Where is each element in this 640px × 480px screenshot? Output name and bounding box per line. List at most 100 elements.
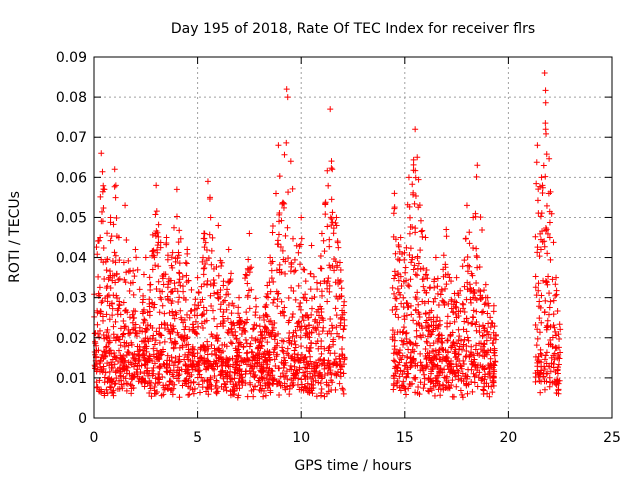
- data-point: [452, 346, 459, 353]
- data-point: [556, 336, 563, 343]
- data-point: [176, 394, 183, 401]
- data-point: [306, 348, 313, 355]
- data-point: [123, 352, 130, 359]
- data-point: [160, 382, 167, 389]
- data-point: [103, 386, 110, 393]
- data-point: [546, 304, 553, 311]
- data-point: [108, 376, 115, 383]
- data-point: [479, 375, 486, 382]
- data-point: [324, 298, 331, 305]
- data-point: [337, 320, 344, 327]
- data-point: [155, 278, 162, 285]
- data-point: [554, 307, 561, 314]
- data-point: [131, 314, 138, 321]
- data-point: [161, 338, 168, 345]
- data-point: [397, 355, 404, 362]
- data-point: [470, 214, 477, 221]
- data-point: [97, 358, 104, 365]
- data-point: [557, 326, 564, 333]
- data-point: [111, 350, 118, 357]
- data-point: [415, 260, 422, 267]
- data-point: [544, 323, 551, 330]
- data-point: [331, 350, 338, 357]
- data-point: [426, 323, 433, 330]
- data-point: [213, 352, 220, 359]
- data-point: [541, 309, 548, 316]
- data-point: [127, 381, 134, 388]
- data-point: [538, 292, 545, 299]
- data-point: [173, 213, 180, 220]
- data-point: [389, 306, 396, 313]
- data-point: [159, 348, 166, 355]
- data-point: [160, 391, 167, 398]
- data-point: [417, 359, 424, 366]
- data-point: [123, 340, 130, 347]
- data-point: [134, 366, 141, 373]
- data-point: [551, 324, 558, 331]
- data-point: [290, 287, 297, 294]
- data-point: [453, 274, 460, 281]
- data-point: [394, 285, 401, 292]
- data-point: [128, 372, 135, 379]
- data-point: [296, 364, 303, 371]
- data-point: [230, 332, 237, 339]
- data-point: [486, 370, 493, 377]
- data-point: [326, 288, 333, 295]
- data-point: [106, 316, 113, 323]
- data-point: [154, 242, 161, 249]
- data-point: [107, 268, 114, 275]
- data-point: [178, 316, 185, 323]
- data-point: [538, 351, 545, 358]
- data-point: [109, 300, 116, 307]
- data-point: [552, 281, 559, 288]
- data-point: [125, 359, 132, 366]
- data-point: [105, 276, 112, 283]
- data-point: [225, 326, 232, 333]
- data-point: [325, 345, 332, 352]
- data-point: [442, 285, 449, 292]
- data-point: [153, 355, 160, 362]
- data-point: [104, 298, 111, 305]
- data-point: [396, 248, 403, 255]
- data-point: [305, 389, 312, 396]
- data-point: [277, 373, 284, 380]
- data-point: [409, 223, 416, 230]
- data-point: [281, 354, 287, 361]
- data-point: [102, 295, 109, 302]
- data-point: [219, 368, 226, 375]
- data-point: [224, 286, 231, 293]
- data-point: [333, 312, 340, 319]
- data-point: [444, 385, 451, 392]
- data-point: [539, 184, 546, 191]
- data-point: [412, 294, 419, 301]
- data-point: [111, 353, 118, 360]
- data-point: [149, 266, 156, 273]
- data-point: [213, 332, 220, 339]
- data-point: [105, 292, 112, 299]
- data-point: [408, 256, 415, 263]
- data-point: [154, 249, 161, 256]
- data-point: [437, 291, 444, 298]
- data-point: [223, 387, 230, 394]
- data-point: [295, 375, 302, 382]
- data-point: [111, 249, 118, 256]
- data-point: [425, 298, 432, 305]
- data-point: [471, 373, 478, 380]
- data-point: [175, 299, 182, 306]
- data-point: [460, 301, 467, 308]
- data-point: [283, 368, 290, 375]
- data-point: [93, 384, 100, 391]
- data-point: [123, 236, 130, 243]
- data-point: [536, 253, 543, 260]
- data-point: [245, 357, 252, 364]
- data-point: [481, 366, 488, 373]
- y-tick-label: 0.03: [56, 291, 87, 307]
- data-point: [447, 320, 454, 327]
- data-point: [280, 204, 287, 211]
- data-point: [104, 326, 111, 333]
- data-point: [280, 373, 287, 380]
- data-point: [193, 363, 200, 370]
- data-point: [535, 353, 542, 360]
- data-point: [123, 269, 130, 276]
- data-point: [273, 342, 280, 349]
